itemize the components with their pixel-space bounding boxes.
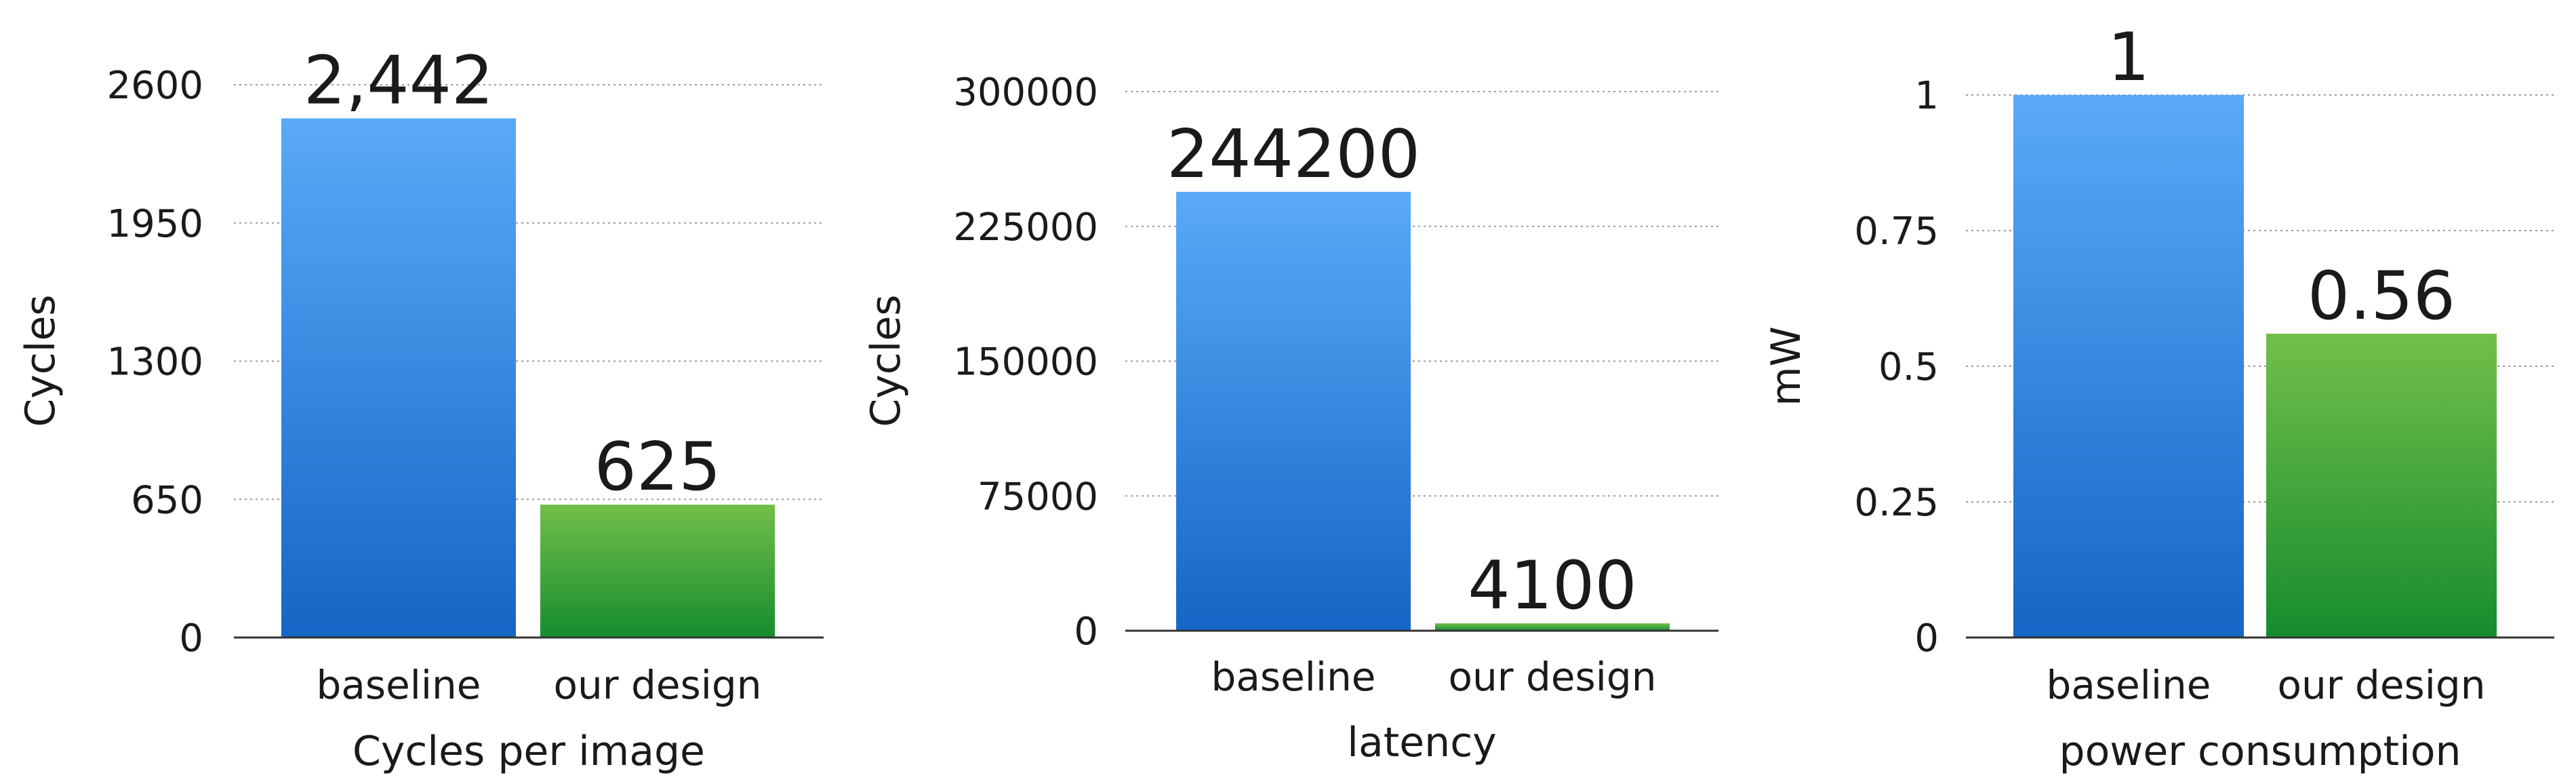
chart-3: 0 0.25 0.5 0.75 1 1 baseline 0.56 our design powe… (1763, 19, 2554, 775)
y-tick-label: 2600 (106, 64, 203, 108)
bar-baseline (281, 118, 516, 638)
bar-baseline (1176, 191, 1411, 631)
bar-baseline (2013, 95, 2244, 638)
data-label: 244200 (1167, 116, 1420, 193)
y-tick-label: 0.75 (1854, 210, 1939, 254)
y-tick-label: 0.5 (1878, 345, 1939, 389)
bar-our-design (1435, 623, 1670, 631)
x-category-label: baseline (1211, 654, 1376, 700)
x-axis-title: Cycles per image (353, 728, 705, 775)
y-axis-title: Cycles (862, 294, 910, 427)
bar-our-design (540, 505, 775, 638)
data-label: 1 (2108, 19, 2150, 96)
y-tick-label: 650 (131, 478, 203, 522)
x-axis-title: latency (1347, 719, 1496, 766)
y-tick-label: 75000 (978, 475, 1098, 519)
x-category-label: our design (2278, 662, 2486, 708)
y-tick-label: 1 (1914, 74, 1939, 118)
y-tick-label: 300000 (953, 71, 1098, 115)
y-tick-label: 150000 (953, 340, 1098, 385)
y-tick-label: 1950 (106, 202, 203, 246)
y-tick-label: 0.25 (1854, 481, 1939, 525)
y-tick-label: 0 (1914, 616, 1939, 661)
x-axis-title: power consumption (2059, 728, 2461, 775)
chart-2: 0 75000 150000 225000 300000 244200 baseline 41… (862, 71, 1718, 766)
data-label: 625 (594, 429, 721, 506)
y-axis-title: Cycles (17, 294, 64, 427)
x-category-label: baseline (317, 662, 481, 708)
y-tick-label: 1300 (106, 340, 203, 385)
data-label: 2,442 (304, 43, 494, 120)
x-category-label: baseline (2047, 662, 2211, 708)
data-label: 4100 (1468, 547, 1636, 625)
x-category-label: our design (554, 662, 762, 708)
y-tick-label: 0 (1074, 610, 1098, 654)
y-tick-label: 225000 (953, 205, 1098, 250)
chart-1: 0 650 1300 1950 2600 2,442 baseline 625 our desi… (17, 43, 824, 775)
bar-our-design (2266, 334, 2497, 638)
y-tick-label: 0 (179, 616, 203, 661)
y-axis-title: mW (1763, 326, 1810, 406)
x-category-label: our design (1449, 654, 1657, 700)
data-label: 0.56 (2308, 258, 2455, 335)
